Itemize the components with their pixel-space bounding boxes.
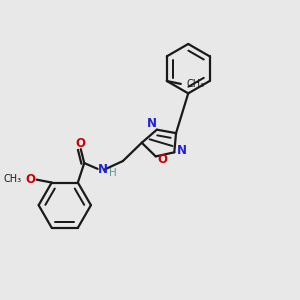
Text: O: O	[75, 137, 85, 150]
Text: CH₃: CH₃	[3, 174, 22, 184]
Text: N: N	[98, 163, 107, 176]
Text: O: O	[157, 153, 167, 167]
Text: N: N	[177, 144, 187, 158]
Text: N: N	[147, 117, 157, 130]
Text: H: H	[109, 168, 117, 178]
Text: CH₃: CH₃	[187, 79, 205, 89]
Text: O: O	[25, 173, 35, 186]
